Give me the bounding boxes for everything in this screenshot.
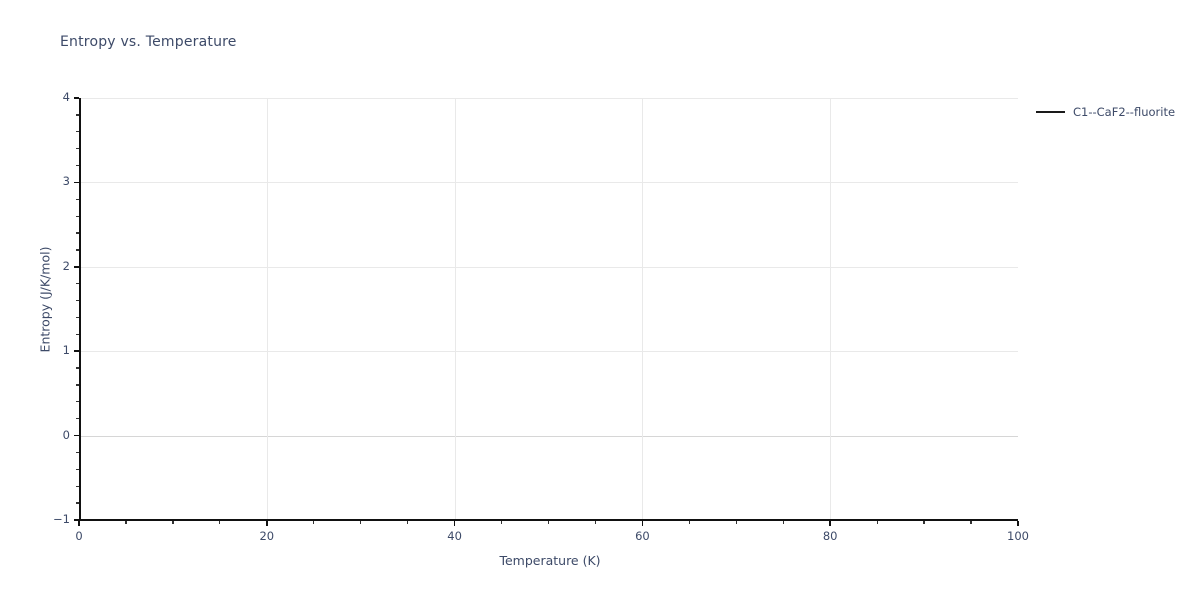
y-tick-label: 0	[62, 427, 70, 442]
y-tick-minor	[76, 502, 79, 504]
chart-title: Entropy vs. Temperature	[60, 34, 237, 50]
y-axis-label-container: Entropy (J/K/mol)	[35, 20, 54, 580]
y-tick-label: 1	[62, 343, 70, 358]
y-axis-label: Entropy (J/K/mol)	[37, 246, 53, 353]
x-tick-minor	[735, 521, 737, 524]
y-tick-minor	[76, 384, 79, 386]
y-tick-label: −1	[53, 512, 70, 526]
y-tick-minor	[76, 316, 79, 319]
y-tick-minor	[76, 485, 79, 487]
y-tick-label: 2	[62, 258, 70, 273]
x-tick-label: 100	[1007, 529, 1029, 543]
x-tick-minor	[407, 521, 409, 524]
x-tick-minor	[876, 521, 878, 524]
y-tick-minor	[76, 198, 79, 200]
x-axis-label: Temperature (K)	[499, 553, 601, 568]
x-tick-major	[641, 521, 644, 526]
x-tick-minor	[172, 521, 174, 524]
y-tick-minor	[76, 299, 79, 302]
x-tick-label: 0	[75, 529, 83, 543]
gridline-vertical	[642, 98, 644, 520]
gridline-horizontal	[79, 266, 1018, 268]
y-tick-minor	[76, 468, 79, 470]
chart-legend: C1--CaF2--fluorite	[1036, 105, 1175, 119]
x-axis-spine	[79, 519, 1018, 521]
x-tick-label: 20	[259, 529, 275, 543]
y-tick-minor	[76, 367, 79, 369]
y-tick-major	[74, 434, 79, 437]
y-tick-minor	[76, 333, 79, 335]
y-tick-major	[74, 97, 79, 99]
x-tick-minor	[923, 521, 925, 524]
y-tick-minor	[76, 232, 79, 234]
y-tick-label: 4	[62, 90, 70, 104]
y-tick-minor	[76, 283, 79, 285]
gridline-vertical	[454, 98, 456, 520]
gridline-horizontal	[79, 98, 1018, 99]
y-tick-minor	[76, 401, 79, 403]
gridline-vertical	[266, 98, 268, 520]
plot-background	[79, 98, 1018, 520]
x-tick-minor	[500, 521, 503, 524]
x-tick-major	[78, 521, 80, 526]
y-tick-major	[74, 519, 79, 521]
y-tick-major	[74, 181, 79, 184]
gridline-horizontal	[79, 435, 1018, 437]
x-tick-minor	[360, 521, 362, 524]
x-tick-minor	[313, 521, 315, 524]
x-tick-minor	[970, 521, 972, 524]
x-tick-major	[453, 521, 456, 526]
x-tick-label: 80	[822, 529, 838, 543]
y-tick-major	[74, 350, 79, 352]
x-tick-minor	[219, 521, 221, 524]
x-tick-major	[266, 521, 268, 526]
x-tick-minor	[782, 521, 784, 524]
y-tick-minor	[76, 164, 79, 167]
y-tick-minor	[76, 451, 79, 454]
y-tick-major	[74, 266, 79, 268]
y-tick-minor	[76, 147, 79, 150]
gridline-vertical	[830, 98, 832, 520]
legend-entry-label: C1--CaF2--fluorite	[1073, 105, 1176, 119]
x-tick-major	[829, 521, 831, 526]
x-tick-label: 60	[635, 529, 650, 543]
gridline-horizontal	[79, 182, 1018, 184]
y-tick-minor	[76, 215, 79, 217]
y-tick-minor	[76, 249, 79, 251]
y-tick-minor	[76, 418, 79, 420]
x-tick-minor	[547, 521, 550, 524]
gridline-horizontal	[79, 351, 1018, 353]
legend-line-marker-icon	[1036, 110, 1065, 114]
y-tick-minor	[76, 114, 79, 116]
x-tick-label: 40	[447, 529, 462, 543]
y-axis-spine	[79, 98, 81, 520]
y-tick-minor	[76, 131, 79, 133]
x-tick-major	[1017, 521, 1019, 526]
x-tick-minor	[688, 521, 690, 524]
plot-area	[79, 98, 1018, 521]
x-tick-minor	[125, 521, 127, 524]
x-tick-minor	[594, 521, 597, 524]
y-tick-label: 3	[62, 174, 70, 189]
